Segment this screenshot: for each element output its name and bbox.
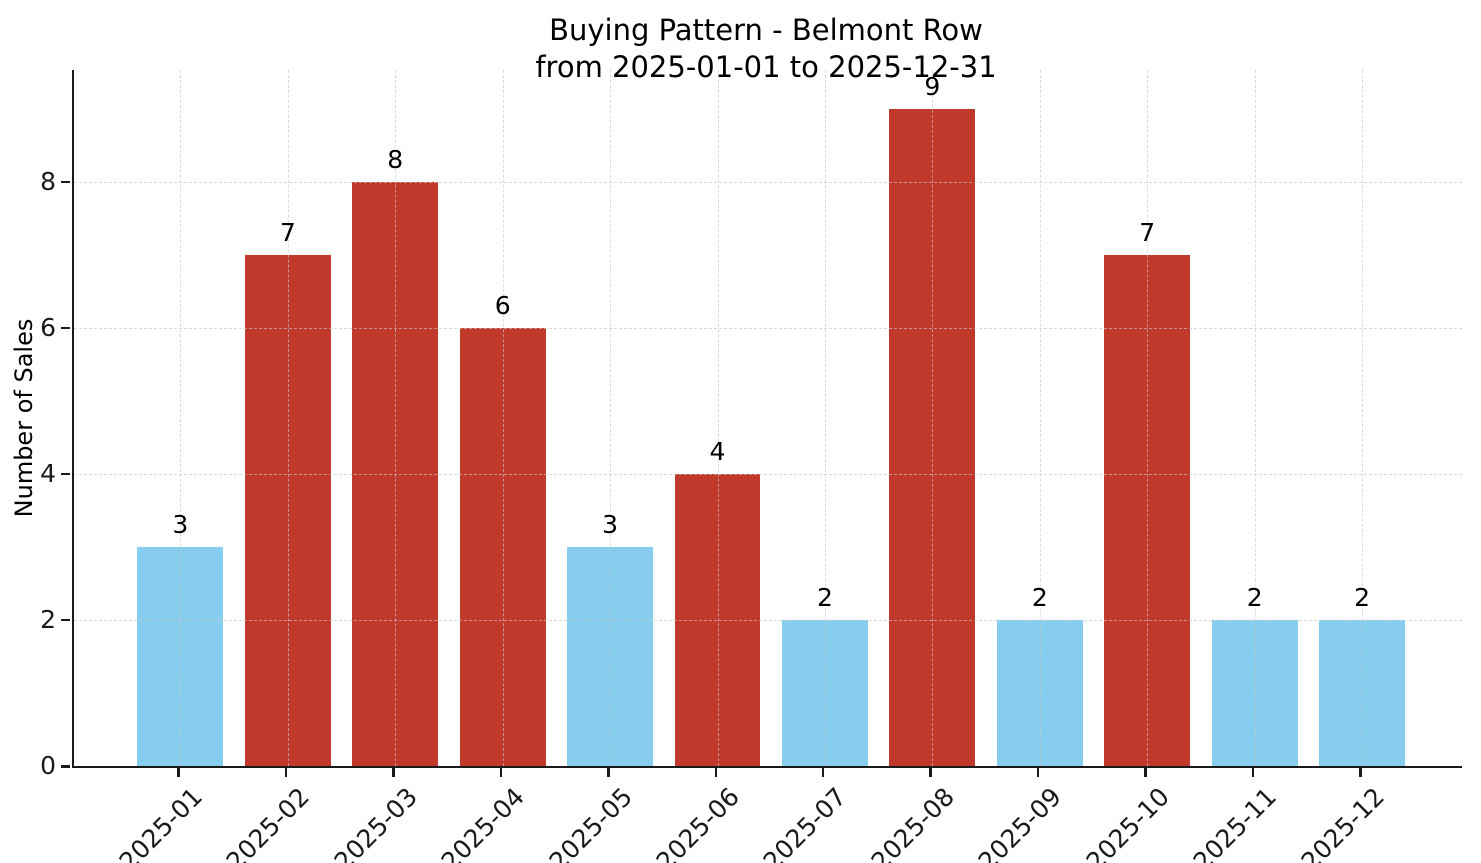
x-tick — [1359, 768, 1362, 777]
v-gridline — [717, 70, 719, 766]
x-tick — [177, 768, 180, 777]
x-tick — [714, 768, 717, 777]
bar-value-label: 3 — [602, 509, 619, 539]
x-tick-label: 2025-03 — [328, 782, 423, 863]
v-gridline — [1147, 70, 1149, 766]
y-tick-label: 0 — [40, 751, 56, 780]
x-tick-label: 2025-11 — [1187, 782, 1283, 863]
y-tick-label: 6 — [40, 312, 56, 342]
v-gridline — [395, 70, 397, 766]
x-tick — [1144, 768, 1147, 777]
x-tick-label: 2025-08 — [865, 782, 960, 863]
v-gridline — [824, 70, 826, 766]
bar-value-label: 2 — [1246, 582, 1263, 612]
h-gridline — [74, 619, 1462, 621]
x-tick-label: 2025-12 — [1295, 782, 1390, 863]
bar-value-label: 2 — [1354, 582, 1371, 612]
h-gridline — [74, 181, 1462, 183]
bar-2025-11 — [1211, 619, 1298, 766]
v-gridline — [1254, 70, 1256, 766]
x-tick-label: 2025-04 — [435, 782, 531, 863]
v-gridline — [1039, 70, 1041, 766]
x-tick-label: 2025-07 — [758, 782, 853, 863]
x-tick — [607, 768, 610, 777]
x-tick-label: 2025-05 — [543, 782, 638, 863]
x-tick-label: 2025-01 — [113, 782, 208, 863]
chart-title-line2: from 2025-01-01 to 2025-12-31 — [535, 50, 997, 85]
bar-value-label: 9 — [924, 71, 941, 101]
y-tick — [61, 326, 70, 330]
v-gridline — [287, 70, 289, 766]
y-tick-label: 8 — [40, 166, 56, 196]
bar-value-label: 7 — [279, 217, 296, 247]
y-tick-label: 2 — [40, 604, 56, 634]
bar-value-label: 6 — [494, 290, 511, 320]
chart-title-line1: Buying Pattern - Belmont Row — [549, 13, 983, 47]
bar-value-label: 7 — [1139, 217, 1156, 247]
v-gridline — [180, 70, 182, 766]
plot-area: 3 7 8 6 3 4 2 9 2 7 2 2 — [72, 70, 1462, 768]
bar-value-label: 8 — [387, 144, 404, 174]
y-tick — [61, 765, 70, 768]
bar-value-label: 2 — [816, 582, 833, 612]
x-tick — [821, 768, 825, 777]
x-tick-label: 2025-10 — [1080, 782, 1175, 863]
v-gridline — [502, 70, 504, 766]
bar-value-label: 3 — [172, 509, 189, 539]
x-tick — [929, 768, 932, 777]
h-gridline — [74, 327, 1462, 329]
v-gridline — [610, 70, 612, 766]
y-tick-label: 4 — [40, 458, 56, 488]
y-tick — [61, 472, 70, 476]
v-gridline — [1362, 70, 1364, 766]
x-tick — [1251, 768, 1255, 777]
h-gridline — [74, 473, 1462, 475]
bar-value-label: 4 — [709, 436, 726, 466]
x-tick-label: 2025-06 — [650, 782, 746, 863]
x-tick — [392, 768, 395, 777]
bar-value-label: 2 — [1031, 582, 1048, 612]
x-tick — [1036, 768, 1040, 777]
y-tick — [61, 618, 70, 622]
y-tick — [61, 180, 70, 184]
x-tick — [284, 768, 288, 777]
x-tick — [499, 768, 503, 777]
x-tick-label: 2025-02 — [220, 782, 316, 863]
v-gridline — [932, 70, 934, 766]
bar-2025-09 — [996, 619, 1083, 766]
x-tick-label: 2025-09 — [972, 782, 1068, 863]
bar-2025-07 — [781, 619, 868, 766]
chart-title: Buying Pattern - Belmont Row from 2025-0… — [72, 12, 1460, 86]
